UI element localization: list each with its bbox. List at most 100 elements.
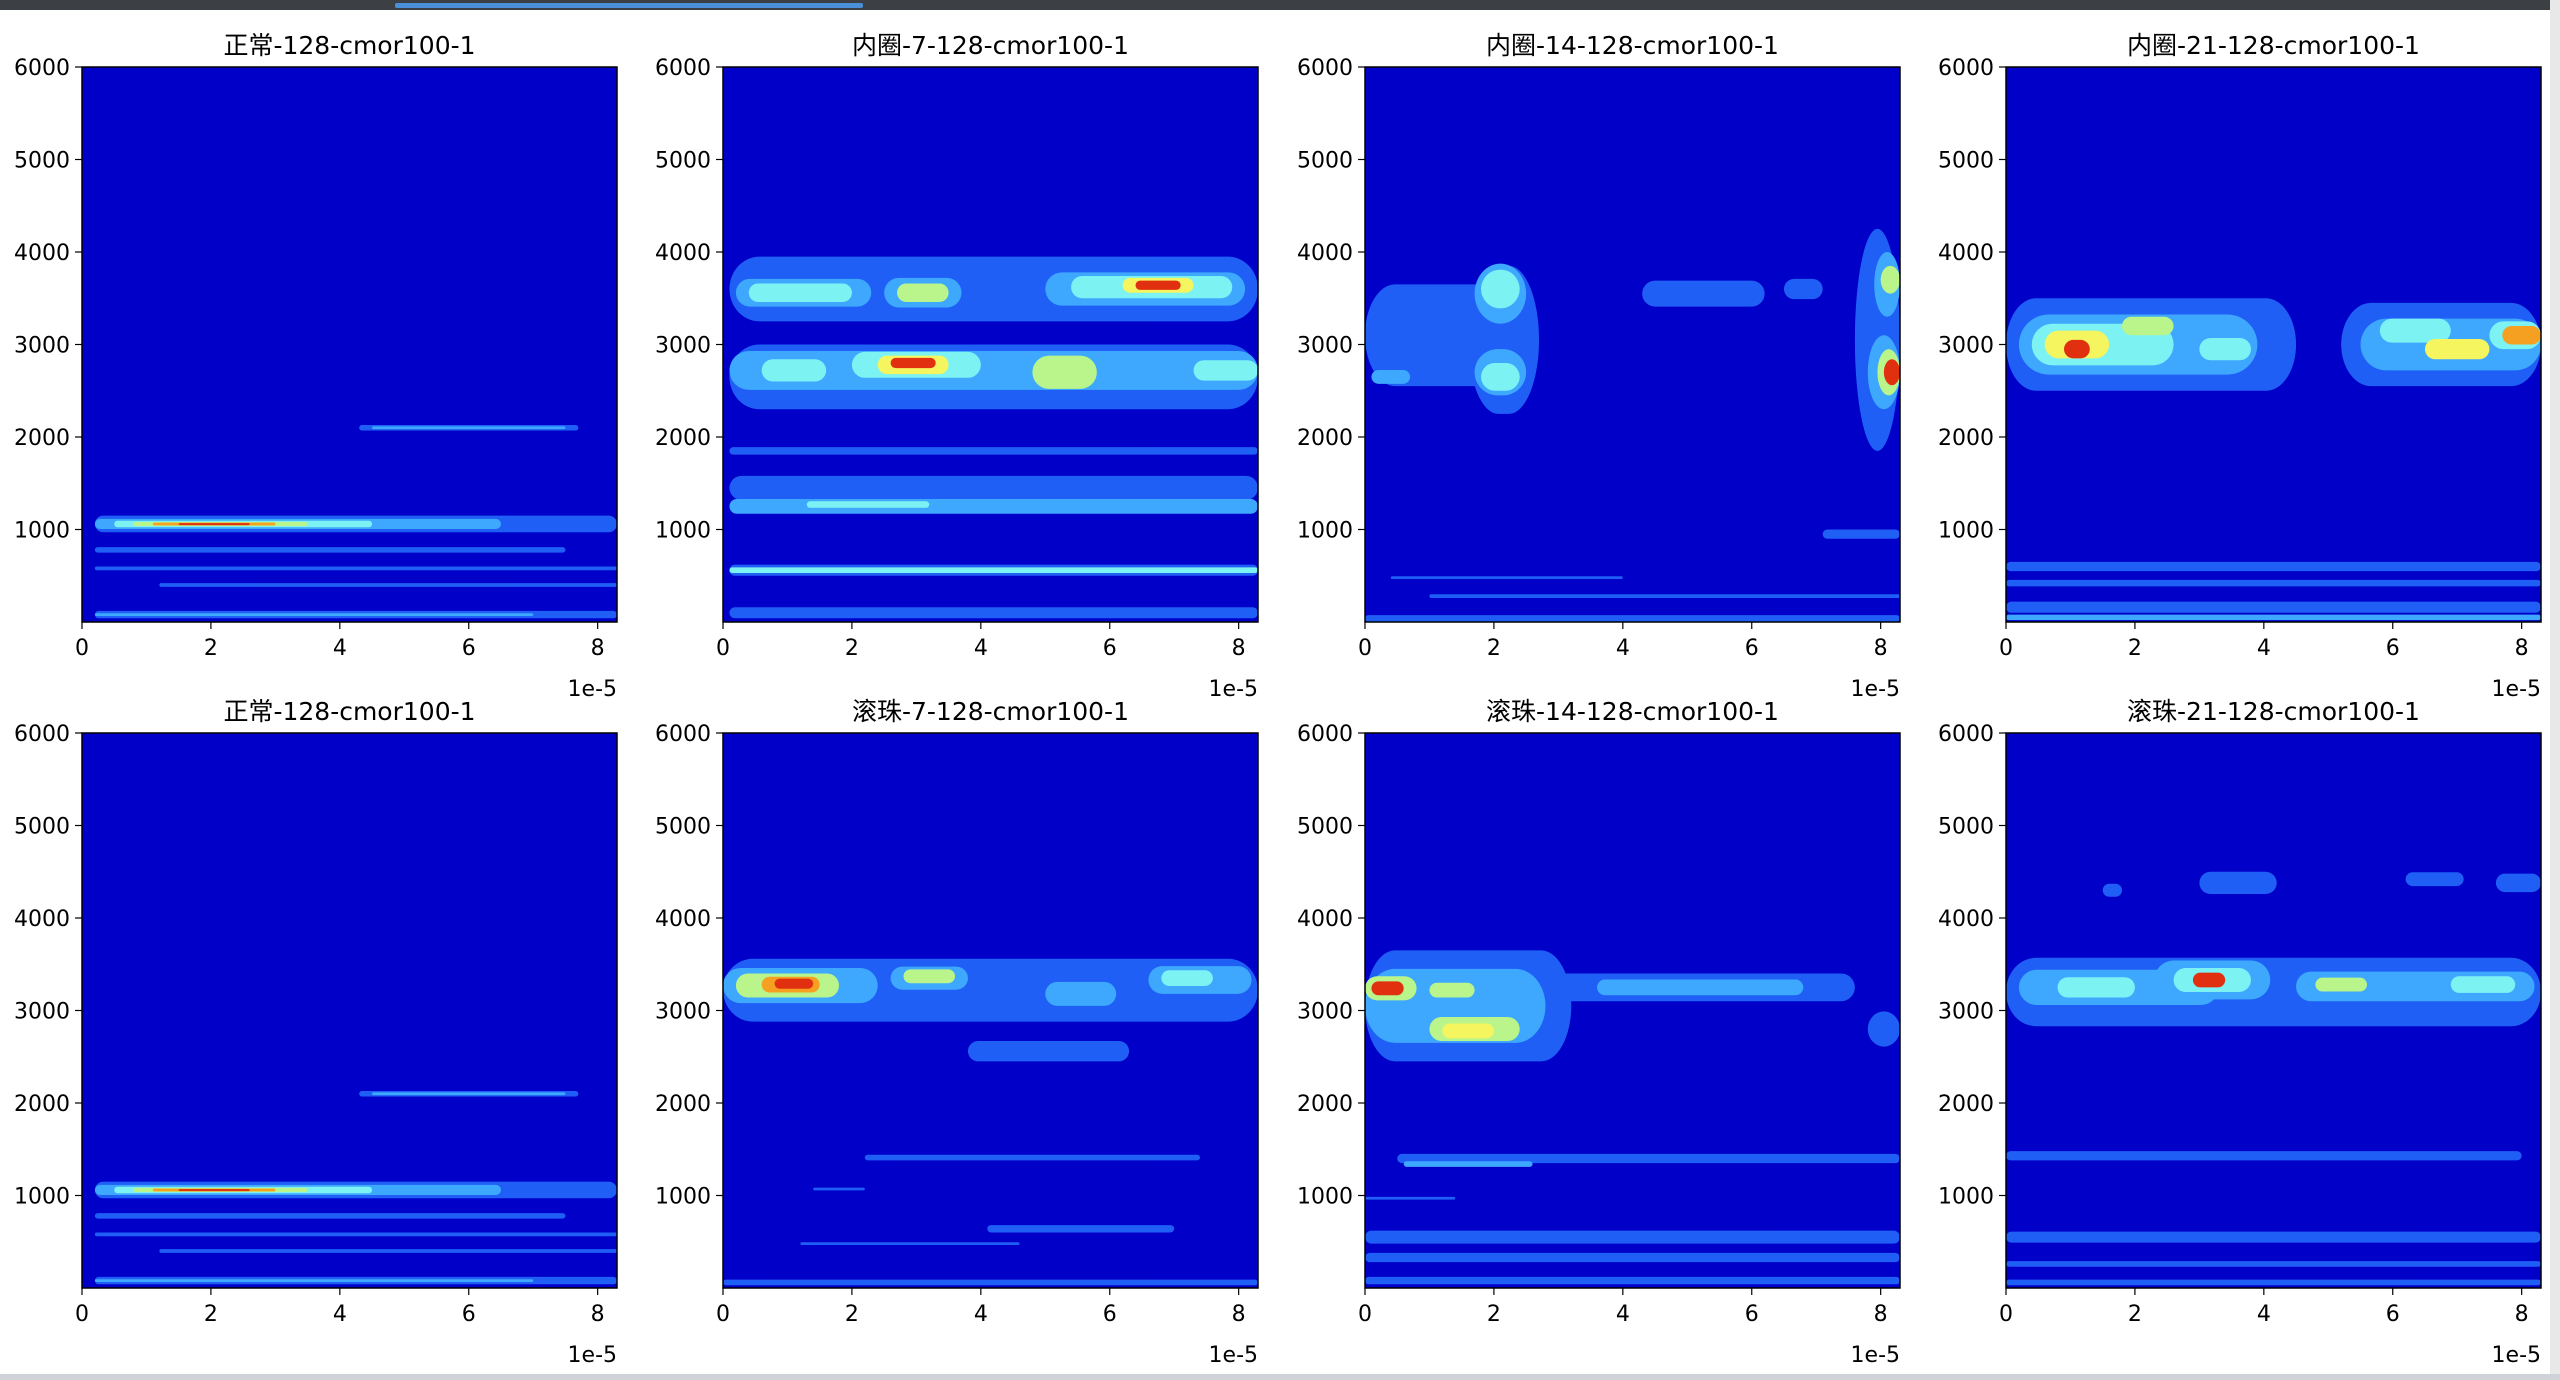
y-tick-label: 5000 [1297, 149, 1353, 174]
contour-region [2006, 1261, 2541, 1267]
contour-region [94, 613, 534, 616]
contour-region [774, 978, 814, 989]
y-tick-label: 2000 [1938, 1092, 1994, 1117]
contour-region [2122, 316, 2174, 336]
contour-region [1365, 1196, 1456, 1200]
y-tick-label: 3000 [1938, 334, 1994, 359]
contour-regions [729, 256, 1258, 619]
contour-region [967, 1041, 1130, 1062]
contour-region [2057, 977, 2135, 998]
y-tick-label: 1000 [1938, 519, 1994, 544]
x-tick-label: 4 [333, 1302, 347, 1327]
x-tick-label: 6 [2386, 636, 2400, 661]
contour-region [864, 1154, 1200, 1161]
horizontal-scrollbar-thumb[interactable] [395, 3, 863, 8]
x-tick-label: 8 [1874, 636, 1888, 661]
y-tick-label: 4000 [655, 907, 711, 932]
contour-region [723, 1279, 1258, 1286]
contour-regions [94, 1090, 617, 1285]
contour-region [2502, 326, 2541, 345]
contour-region [2006, 561, 2541, 572]
contour-region [2006, 579, 2541, 587]
contour-region [1442, 1023, 1494, 1039]
x-tick-label: 2 [2128, 636, 2142, 661]
contour-region [1429, 982, 1475, 998]
chart-title: 内圈-21-128-cmor100-1 [2127, 31, 2420, 60]
x-tick-label: 8 [2515, 636, 2529, 661]
contour-region [1365, 1230, 1900, 1244]
y-tick-label: 1000 [655, 519, 711, 544]
contour-regions [723, 958, 1258, 1286]
y-tick-label: 2000 [14, 426, 70, 451]
heatmap-panel-2: 内圈-7-128-cmor100-11000200030004000500060… [655, 31, 1259, 702]
contour-region [987, 1225, 1175, 1233]
contour-region [1193, 360, 1258, 381]
chart-title: 内圈-14-128-cmor100-1 [1486, 31, 1779, 60]
vertical-scrollbar[interactable] [2550, 0, 2560, 1380]
contour-region [2006, 614, 2541, 621]
x-tick-label: 8 [591, 1302, 605, 1327]
contour-regions [1365, 228, 1900, 622]
contour-region [2315, 977, 2367, 992]
y-tick-label: 3000 [1297, 1000, 1353, 1025]
y-tick-label: 6000 [655, 56, 711, 81]
x-tick-label: 2 [845, 636, 859, 661]
contour-region [813, 1187, 865, 1191]
y-tick-label: 4000 [14, 907, 70, 932]
contour-region [897, 283, 949, 302]
x-tick-label: 2 [845, 1302, 859, 1327]
x-tick-label: 0 [75, 1302, 89, 1327]
contour-region [1371, 981, 1404, 996]
y-tick-label: 3000 [1938, 1000, 1994, 1025]
contour-regions [1365, 950, 1900, 1285]
y-tick-label: 2000 [1938, 426, 1994, 451]
x-tick-label: 0 [75, 636, 89, 661]
contour-region [1481, 269, 1520, 309]
heatmap-panel-8: 滚珠-21-128-cmor100-1 1000 2000 3000 4000 5000 6… [1938, 697, 2542, 1368]
contour-region [2064, 339, 2090, 359]
x-tick-label: 0 [1999, 1302, 2013, 1327]
contour-regions [2006, 871, 2541, 1286]
x-offset-label: 1e-5 [2492, 1343, 2541, 1368]
contour-region [178, 523, 250, 526]
y-tick-label: 1000 [1938, 1185, 1994, 1210]
contour-region [2450, 976, 2516, 993]
x-offset-label: 1e-5 [1209, 1343, 1258, 1368]
contour-region [372, 426, 566, 430]
y-tick-label: 4000 [1938, 907, 1994, 932]
contour-region [2379, 318, 2451, 343]
y-tick-label: 5000 [1297, 815, 1353, 840]
heatmap-panel-5: 正常-128-cmor100-1 1000 2000 3000 4000 5000 6000… [14, 697, 618, 1368]
y-tick-label: 6000 [1297, 56, 1353, 81]
contour-region [2405, 872, 2464, 887]
y-tick-label: 5000 [1938, 815, 1994, 840]
contour-region [2495, 873, 2541, 893]
y-tick-label: 3000 [655, 334, 711, 359]
contour-region [1161, 970, 1213, 986]
contour-region [1045, 981, 1117, 1006]
contour-region [2006, 1151, 2522, 1161]
y-tick-label: 2000 [655, 1092, 711, 1117]
heatmap-panel-6: 滚珠-7-128-cmor100-11000200030004000500060… [655, 697, 1259, 1368]
contour-region [1880, 265, 1900, 294]
y-tick-label: 2000 [655, 426, 711, 451]
x-tick-label: 0 [1999, 636, 2013, 661]
x-tick-label: 8 [591, 636, 605, 661]
y-tick-label: 6000 [655, 722, 711, 747]
y-tick-label: 3000 [14, 1000, 70, 1025]
contour-region [806, 501, 930, 508]
x-tick-label: 0 [716, 636, 730, 661]
x-tick-label: 6 [462, 1302, 476, 1327]
contour-region [890, 357, 936, 369]
y-tick-label: 5000 [1938, 149, 1994, 174]
top-bar [0, 0, 2560, 10]
contour-region [1371, 369, 1411, 384]
x-tick-label: 6 [462, 636, 476, 661]
contour-region [2006, 1231, 2541, 1243]
contour-region [2199, 871, 2277, 894]
heatmap-panel-1: 正常-128-cmor100-1 1000 2000 3000 4000 5000 6000… [14, 31, 618, 702]
x-tick-label: 6 [1745, 636, 1759, 661]
x-tick-label: 2 [1487, 636, 1501, 661]
x-tick-label: 4 [2257, 636, 2271, 661]
contour-region [1429, 594, 1900, 598]
